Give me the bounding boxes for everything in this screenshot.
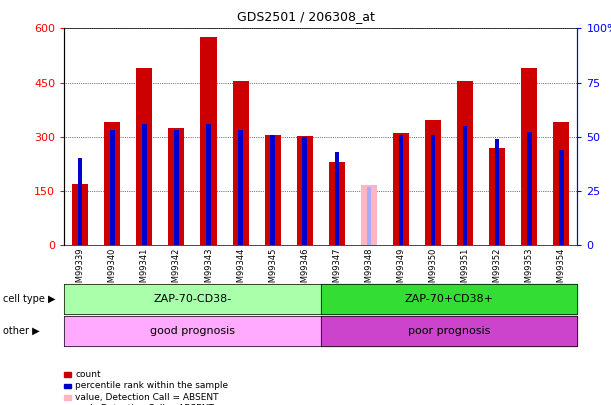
Bar	[72, 183, 88, 245]
Bar	[110, 130, 114, 245]
Bar	[393, 133, 409, 245]
Bar	[104, 122, 120, 245]
Text: count: count	[75, 370, 101, 379]
Bar	[554, 122, 569, 245]
Bar	[297, 136, 313, 245]
Text: cell type ▶: cell type ▶	[3, 294, 56, 304]
Bar	[142, 124, 147, 245]
Text: good prognosis: good prognosis	[150, 326, 235, 336]
Text: percentile rank within the sample: percentile rank within the sample	[75, 382, 229, 390]
Bar	[489, 147, 505, 245]
Bar	[200, 37, 216, 245]
Bar	[431, 134, 435, 245]
Bar	[329, 162, 345, 245]
Bar	[207, 124, 211, 245]
Text: other ▶: other ▶	[3, 326, 40, 336]
Bar	[463, 126, 467, 245]
Bar	[425, 120, 441, 245]
Bar	[136, 68, 152, 245]
Text: ZAP-70+CD38+: ZAP-70+CD38+	[404, 294, 494, 304]
Text: GDS2501 / 206308_at: GDS2501 / 206308_at	[236, 10, 375, 23]
Bar	[265, 135, 280, 245]
Bar	[302, 136, 307, 245]
Text: rank, Detection Call = ABSENT: rank, Detection Call = ABSENT	[75, 404, 214, 405]
Bar	[335, 152, 339, 245]
Bar	[174, 130, 178, 245]
Bar	[527, 132, 532, 245]
Bar	[271, 134, 275, 245]
Bar	[521, 68, 537, 245]
Bar	[238, 130, 243, 245]
Bar	[495, 139, 499, 245]
Bar	[233, 81, 249, 245]
Bar	[78, 158, 82, 245]
Bar	[169, 128, 185, 245]
Bar	[399, 134, 403, 245]
Bar	[457, 81, 473, 245]
Text: poor prognosis: poor prognosis	[408, 326, 490, 336]
Bar	[367, 187, 371, 245]
Text: value, Detection Call = ABSENT: value, Detection Call = ABSENT	[75, 393, 219, 402]
Text: ZAP-70-CD38-: ZAP-70-CD38-	[153, 294, 232, 304]
Bar	[559, 150, 563, 245]
Bar	[361, 185, 377, 245]
